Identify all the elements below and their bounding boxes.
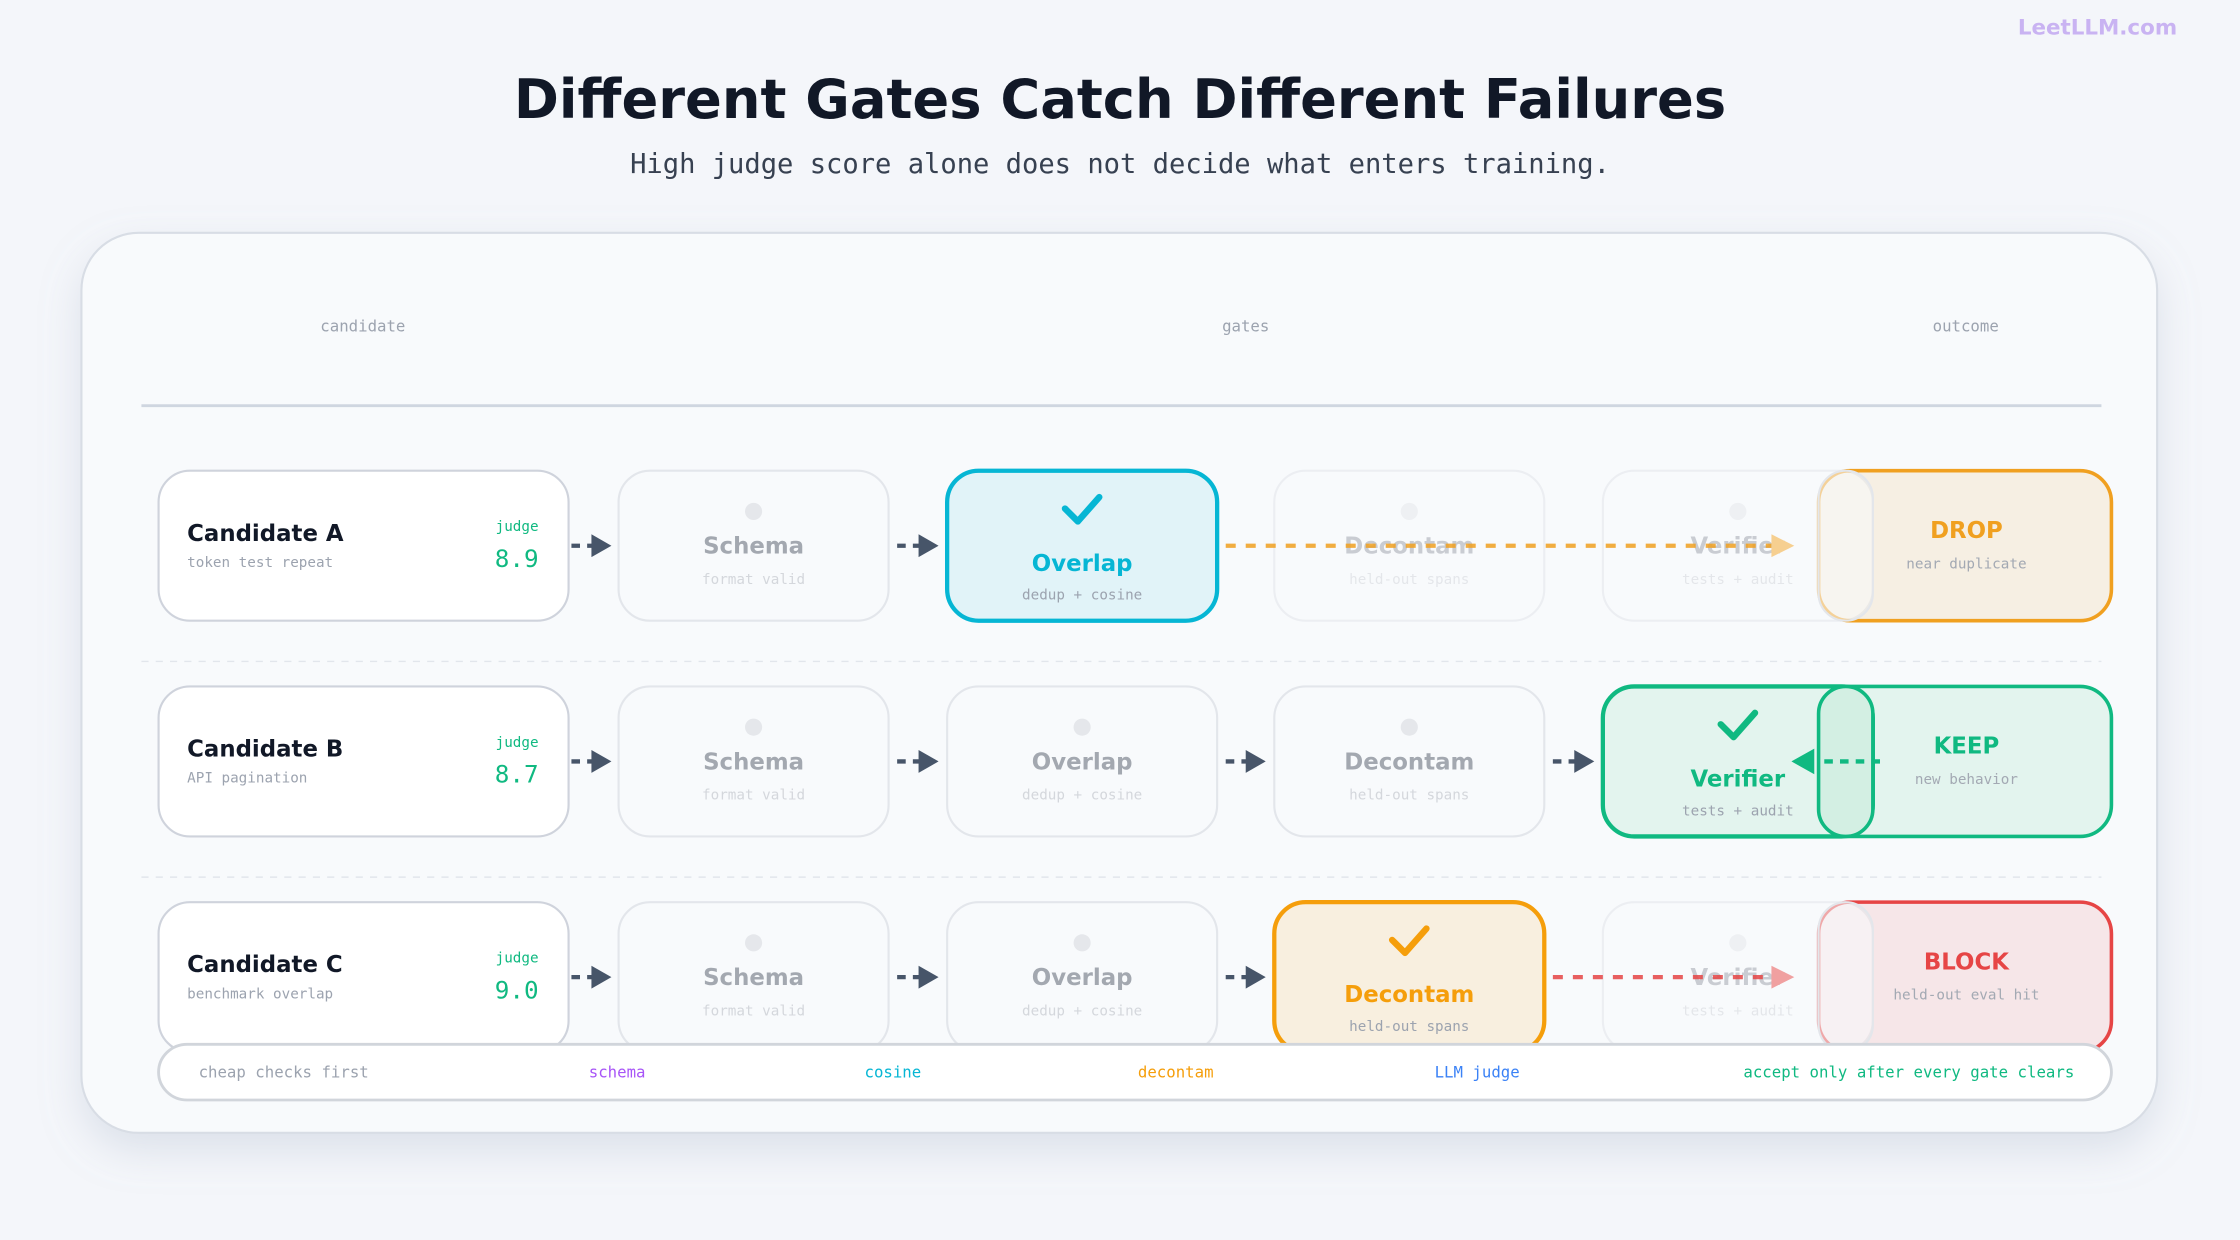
outcome-label: KEEP — [1934, 734, 2000, 760]
judge-score: 8.7 — [495, 760, 539, 789]
gate-sub: held-out spans — [1349, 572, 1469, 588]
gate-name: Overlap — [1032, 965, 1133, 991]
gate-sub: format valid — [702, 1003, 805, 1019]
title: Different Gates Catch Different Failures — [514, 68, 1726, 131]
arrow-head — [1771, 965, 1795, 989]
gate-name: Decontam — [1344, 749, 1474, 775]
arrow-head — [918, 965, 939, 989]
gate-name: Schema — [703, 534, 804, 560]
arrow-head — [1791, 748, 1815, 775]
gate-sub: dedup + cosine — [1022, 1003, 1142, 1019]
gate-name: Schema — [703, 965, 804, 991]
gate-sub: tests + audit — [1682, 1003, 1794, 1019]
check-mark — [1388, 925, 1430, 957]
judge-score: 8.9 — [495, 544, 539, 573]
footer-item: schema — [589, 1062, 646, 1081]
column-header: candidate — [320, 317, 405, 336]
gate-dot — [1729, 934, 1747, 952]
footer-bar — [157, 1042, 2113, 1102]
candidate-desc: API pagination — [187, 771, 307, 787]
gate — [946, 685, 1219, 838]
gate-sub: tests + audit — [1682, 803, 1794, 819]
gate-sub: dedup + cosine — [1022, 788, 1142, 804]
candidate-name: Candidate A — [187, 521, 344, 547]
gate-name: Schema — [703, 749, 804, 775]
candidate-card — [157, 469, 570, 622]
candidate-card — [157, 685, 570, 838]
judge-label: judge — [496, 735, 539, 751]
gate-name: Overlap — [1032, 749, 1133, 775]
footer-item: cheap checks first — [199, 1062, 369, 1081]
arrow-head — [591, 534, 612, 558]
gate-dot — [1729, 502, 1747, 520]
judge-score: 9.0 — [495, 975, 539, 1004]
arrow-head — [1574, 750, 1595, 773]
arrow-head — [918, 534, 939, 558]
arrow-head — [1245, 965, 1266, 989]
gate — [617, 685, 890, 838]
footer-item: accept only after every gate clears — [1743, 1062, 2074, 1081]
gate-dot — [1073, 934, 1091, 952]
check-mark — [1061, 493, 1103, 525]
candidate-name: Candidate C — [187, 952, 343, 978]
gate-sub: held-out spans — [1349, 788, 1469, 804]
footer-item: LLM judge — [1435, 1062, 1520, 1081]
gate-name: Overlap — [1032, 551, 1133, 577]
gate-name: Decontam — [1344, 982, 1474, 1008]
brand: LeetLLM.com — [2018, 16, 2177, 41]
outcome-sub: near duplicate — [1906, 556, 2026, 572]
column-header: outcome — [1933, 317, 1999, 336]
gate-dot — [1400, 502, 1418, 520]
gate-active — [945, 468, 1220, 623]
column-header: gates — [1222, 317, 1269, 336]
gate — [1273, 685, 1546, 838]
gate-sub: dedup + cosine — [1022, 588, 1142, 604]
gate-sub: held-out spans — [1349, 1019, 1469, 1035]
gate-sub: format valid — [702, 788, 805, 804]
gate-dot — [745, 502, 763, 520]
arrow-head — [918, 750, 939, 773]
gate-dot — [745, 934, 763, 952]
subtitle: High judge score alone does not decide w… — [630, 149, 1610, 180]
judge-label: judge — [496, 951, 539, 967]
gate-sub: format valid — [702, 572, 805, 588]
arrow-head — [1771, 534, 1795, 558]
candidate-desc: benchmark overlap — [187, 986, 333, 1002]
outcome-sub: new behavior — [1915, 772, 2018, 788]
gate-dot — [1073, 718, 1091, 736]
gate-dot — [1400, 718, 1418, 736]
arrow-head — [591, 965, 612, 989]
outcome-label: BLOCK — [1924, 949, 2010, 975]
candidate-desc: token test repeat — [187, 555, 333, 571]
footer-item: decontam — [1138, 1062, 1214, 1081]
outcome-sub: held-out eval hit — [1893, 988, 2039, 1004]
outcome-label: DROP — [1930, 518, 2003, 544]
arrow-head — [591, 750, 612, 773]
gate-name: Verifier — [1690, 767, 1785, 793]
footer-item: cosine — [864, 1062, 921, 1081]
candidate-name: Candidate B — [187, 737, 343, 763]
gate — [617, 469, 890, 622]
arrow-head — [1245, 750, 1266, 773]
check-mark — [1717, 709, 1759, 741]
junction-pill — [1817, 469, 1874, 622]
gate-sub: tests + audit — [1682, 572, 1794, 588]
judge-label: judge — [496, 519, 539, 535]
gate-dot — [745, 718, 763, 736]
